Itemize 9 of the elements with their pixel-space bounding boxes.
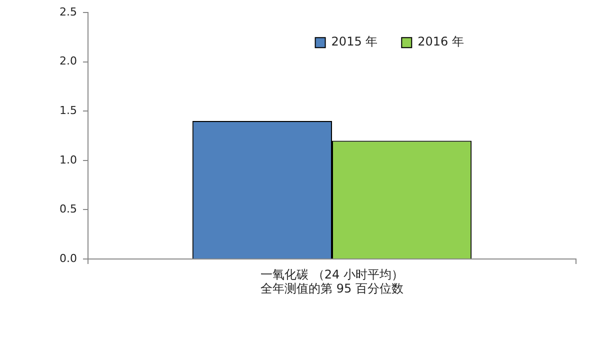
y-tick-label: 1.5 xyxy=(60,104,77,118)
y-tick-label: 2.5 xyxy=(60,5,77,18)
y-tick-label: 1.0 xyxy=(60,153,77,166)
legend-label: 2015 年 xyxy=(331,34,378,49)
legend-label: 2016 年 xyxy=(418,34,464,49)
y-tick-label: 0.0 xyxy=(60,252,77,265)
x-tick-label: 一氧化碳 （24 小时平均）全年测值的第 95 百分位数 xyxy=(260,267,404,296)
y-tick-label: 0.5 xyxy=(60,202,77,216)
y-tick-label: 2.0 xyxy=(60,54,77,68)
